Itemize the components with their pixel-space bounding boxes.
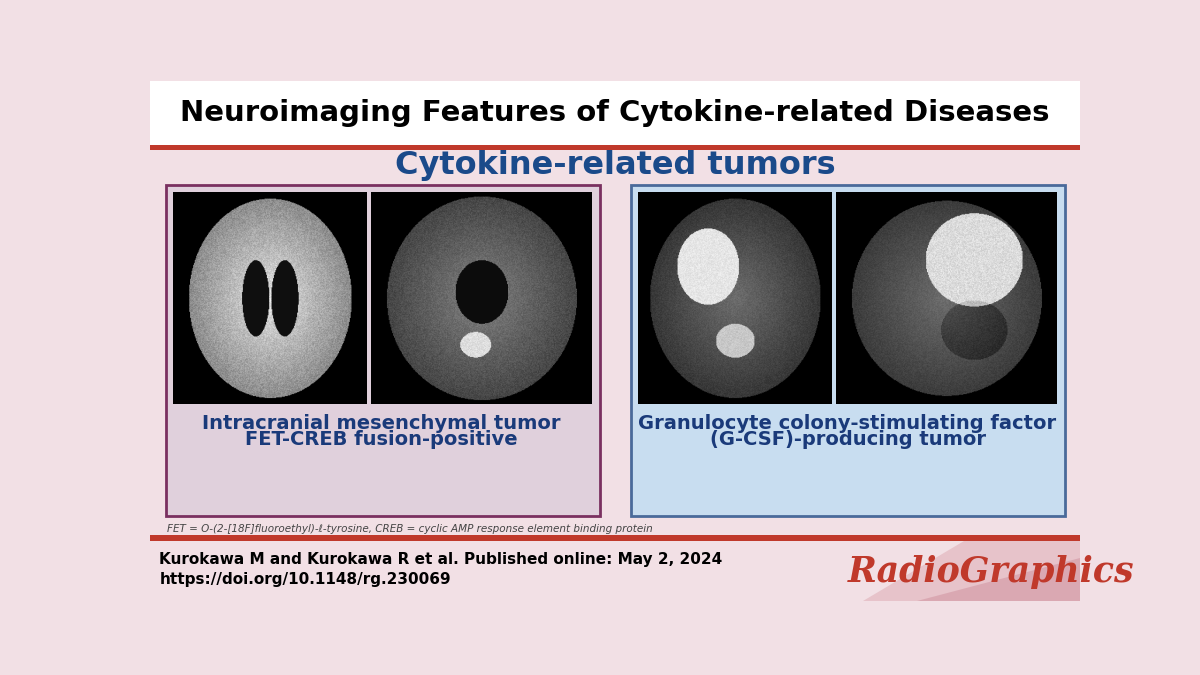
Text: FET-CREB fusion-positive: FET-CREB fusion-positive xyxy=(245,429,517,449)
Bar xyxy=(166,185,600,516)
Text: Intracranial mesenchymal tumor: Intracranial mesenchymal tumor xyxy=(202,414,560,433)
Text: (G-CSF)-producing tumor: (G-CSF)-producing tumor xyxy=(709,429,985,449)
Text: Granulocyte colony-stimulating factor: Granulocyte colony-stimulating factor xyxy=(638,414,1056,433)
Bar xyxy=(150,81,1080,146)
Text: Neuroimaging Features of Cytokine-related Diseases: Neuroimaging Features of Cytokine-relate… xyxy=(180,99,1050,128)
Bar xyxy=(150,541,1080,601)
Bar xyxy=(150,145,1080,151)
Polygon shape xyxy=(863,541,1080,601)
Text: https://doi.org/10.1148/rg.230069: https://doi.org/10.1148/rg.230069 xyxy=(160,572,451,587)
Text: RadioGraphics: RadioGraphics xyxy=(847,556,1134,589)
Bar xyxy=(630,185,1064,516)
Polygon shape xyxy=(917,558,1080,601)
Bar xyxy=(150,535,1080,541)
Text: FET = O-(2-[18F]fluoroethyl)-ℓ-tyrosine, CREB = cyclic AMP response element bind: FET = O-(2-[18F]fluoroethyl)-ℓ-tyrosine,… xyxy=(167,524,653,534)
Text: Kurokawa M and Kurokawa R et al. Published online: May 2, 2024: Kurokawa M and Kurokawa R et al. Publish… xyxy=(160,551,722,567)
Text: Cytokine-related tumors: Cytokine-related tumors xyxy=(395,151,835,181)
